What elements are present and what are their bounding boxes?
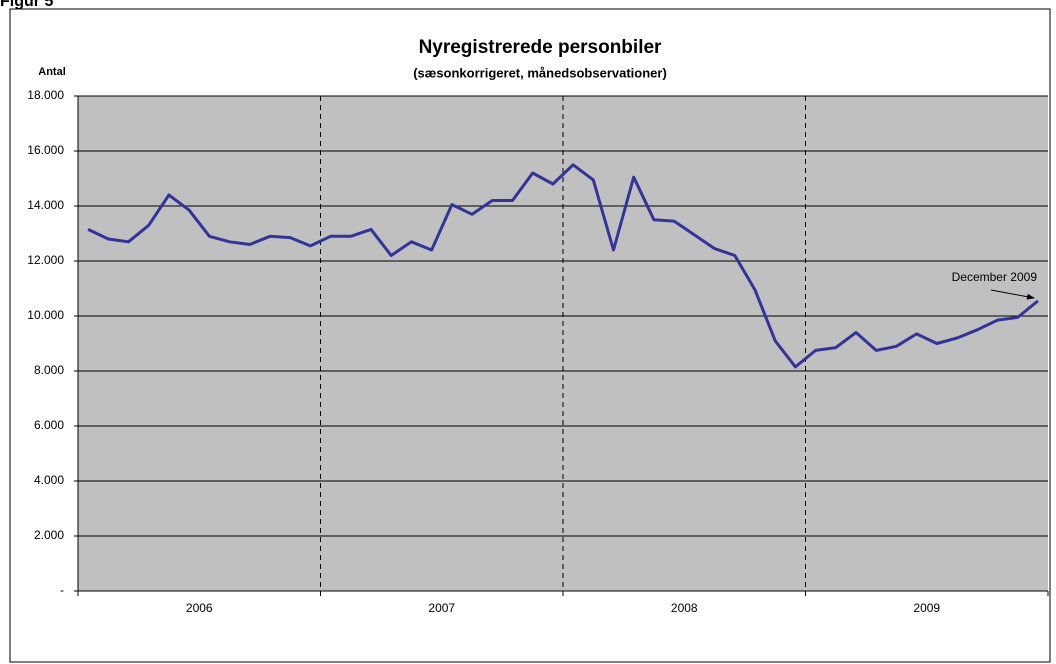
y-tick-label: 18.000: [27, 88, 64, 102]
x-group-label: 2008: [671, 601, 698, 615]
y-tick-label: -: [60, 583, 64, 597]
y-tick-label: 2.000: [34, 528, 64, 542]
x-group-label: 2006: [186, 601, 213, 615]
annotation: December 2009: [952, 270, 1038, 284]
chart-title: Nyregistrerede personbiler: [419, 37, 662, 58]
x-group-label: 2007: [428, 601, 455, 615]
series-line: [87, 163, 1039, 369]
annotation-arrow: [990, 289, 1035, 300]
y-tick-label: 8.000: [34, 363, 64, 377]
y-tick-label: 16.000: [27, 143, 64, 157]
figure-label: Figur 5: [0, 0, 53, 10]
y-tick-label: 6.000: [34, 418, 64, 432]
y-tick-label: 14.000: [27, 198, 64, 212]
y-tick-label: 10.000: [27, 308, 64, 322]
y-tick-label: 4.000: [34, 473, 64, 487]
x-group-label: 2009: [913, 601, 940, 615]
y-tick-label: 12.000: [27, 253, 64, 267]
y-axis-label: Antal: [38, 66, 66, 78]
chart-subtitle: (sæsonkorrigeret, månedsobservationer): [413, 65, 667, 80]
